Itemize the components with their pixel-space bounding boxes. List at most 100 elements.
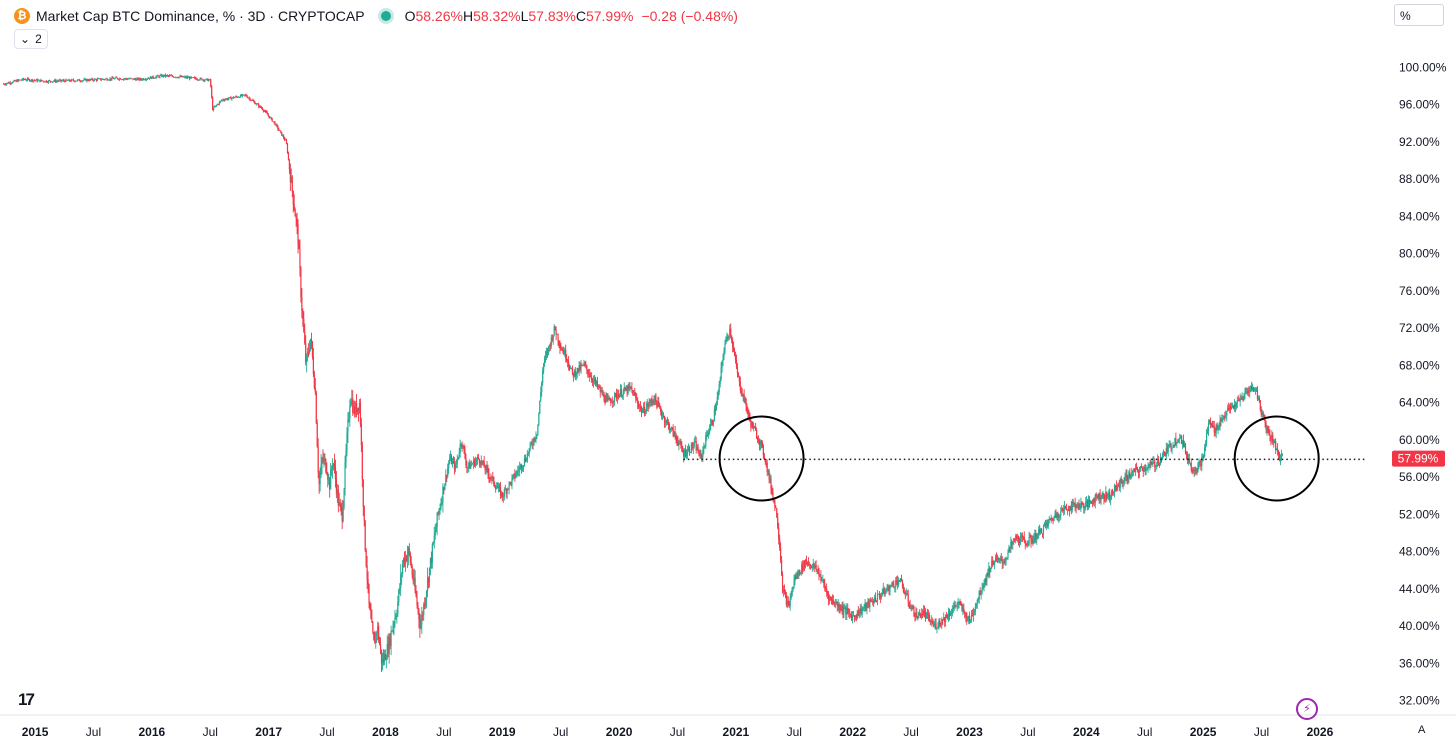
- candle-body: [950, 613, 952, 615]
- candle-body: [844, 607, 846, 609]
- candle-body: [115, 77, 117, 79]
- candle-body: [345, 450, 347, 463]
- candle-body: [709, 424, 712, 430]
- candle-body: [1113, 485, 1116, 493]
- candle-body: [999, 557, 1001, 559]
- candle-body: [911, 608, 913, 609]
- candle-body: [715, 404, 717, 411]
- candle-body: [468, 462, 470, 468]
- candle-body: [1024, 540, 1026, 545]
- tradingview-logo-icon[interactable]: 17: [18, 690, 35, 709]
- candle-body: [122, 78, 125, 80]
- candle-body: [298, 244, 300, 250]
- candle-body: [880, 594, 882, 598]
- candle-body: [258, 104, 260, 107]
- symbol-title[interactable]: Market Cap BTC Dominance, % · 3D · CRYPT…: [36, 8, 365, 24]
- candle-body: [235, 96, 237, 98]
- market-status-icon[interactable]: [380, 11, 391, 21]
- candle-body: [440, 503, 442, 509]
- candle-body: [1121, 481, 1123, 484]
- y-tick-label: 44.00%: [1399, 582, 1440, 596]
- indicators-collapse-button[interactable]: ⌄ 2: [14, 29, 48, 49]
- candle-body: [334, 467, 337, 480]
- candle-body: [347, 419, 349, 433]
- candle-body: [284, 138, 286, 140]
- candle-body: [1028, 537, 1030, 545]
- candle-body: [981, 588, 983, 593]
- candle-body: [435, 526, 437, 533]
- candle-body: [272, 121, 274, 122]
- candle-body: [77, 79, 79, 81]
- candle-body: [1162, 451, 1165, 456]
- candle-body: [734, 355, 737, 360]
- candle-body: [288, 159, 291, 170]
- candle-body: [344, 462, 346, 490]
- candle-body: [228, 97, 230, 99]
- price-scale-unit-box[interactable]: %: [1394, 4, 1444, 26]
- candle-body: [185, 76, 187, 78]
- lightning-icon[interactable]: ⚡: [1296, 698, 1318, 720]
- candle-body: [252, 100, 254, 101]
- candle-body: [623, 387, 625, 391]
- candle-body: [1218, 427, 1220, 430]
- candle-body: [422, 614, 424, 616]
- candle-body: [681, 445, 683, 450]
- candle-body: [1011, 542, 1013, 545]
- candle-body: [969, 616, 971, 622]
- candle-body: [431, 544, 433, 563]
- candle-body: [800, 572, 802, 574]
- candle-body: [591, 379, 594, 383]
- candle-body: [236, 96, 239, 98]
- candle-body: [740, 390, 742, 394]
- candle-body: [622, 390, 624, 396]
- candle-body: [1023, 536, 1025, 541]
- candle-body: [688, 447, 691, 453]
- candle-body: [40, 79, 42, 82]
- candle-body: [704, 446, 706, 448]
- candle-body: [1137, 471, 1140, 473]
- candle-body: [788, 604, 790, 606]
- candle-body: [698, 452, 700, 456]
- candle-body: [847, 608, 849, 612]
- candle-body: [902, 586, 905, 593]
- candle-body: [315, 392, 317, 423]
- candle-body: [676, 437, 678, 442]
- candle-body: [738, 376, 740, 382]
- candle-body: [1097, 496, 1099, 499]
- candle-body: [820, 575, 822, 581]
- candle-body: [404, 556, 407, 564]
- candle-body: [388, 637, 390, 654]
- candle-body: [756, 438, 759, 441]
- candle-body: [118, 79, 120, 80]
- candle-body: [182, 76, 184, 78]
- candle-body: [474, 461, 477, 466]
- candle-body: [1053, 516, 1055, 521]
- candle-body: [520, 464, 523, 469]
- candle-body: [360, 424, 362, 446]
- candle-body: [507, 488, 509, 490]
- x-tick-label: 2025: [1190, 725, 1217, 739]
- candle-body: [33, 80, 35, 81]
- candle-body: [639, 406, 642, 408]
- candle-body: [329, 478, 331, 490]
- candle-body: [1280, 455, 1283, 460]
- candle-body: [1088, 499, 1091, 503]
- candle-body: [1278, 453, 1281, 461]
- candle-body: [35, 79, 37, 81]
- candle-body: [644, 412, 646, 414]
- candle-body: [1163, 451, 1165, 454]
- candle-body: [1039, 529, 1041, 533]
- candle-body: [85, 79, 87, 82]
- candle-body: [398, 589, 400, 603]
- candle-body: [394, 617, 396, 624]
- candle-body: [354, 406, 356, 415]
- candle-body: [177, 77, 179, 79]
- candle-body: [1256, 389, 1259, 400]
- candle-body: [904, 592, 906, 595]
- highlight-circle: [718, 415, 805, 502]
- candle-body: [22, 78, 24, 80]
- candle-body: [980, 592, 982, 596]
- auto-scale-button[interactable]: A: [1418, 724, 1426, 736]
- candle-body: [366, 565, 368, 580]
